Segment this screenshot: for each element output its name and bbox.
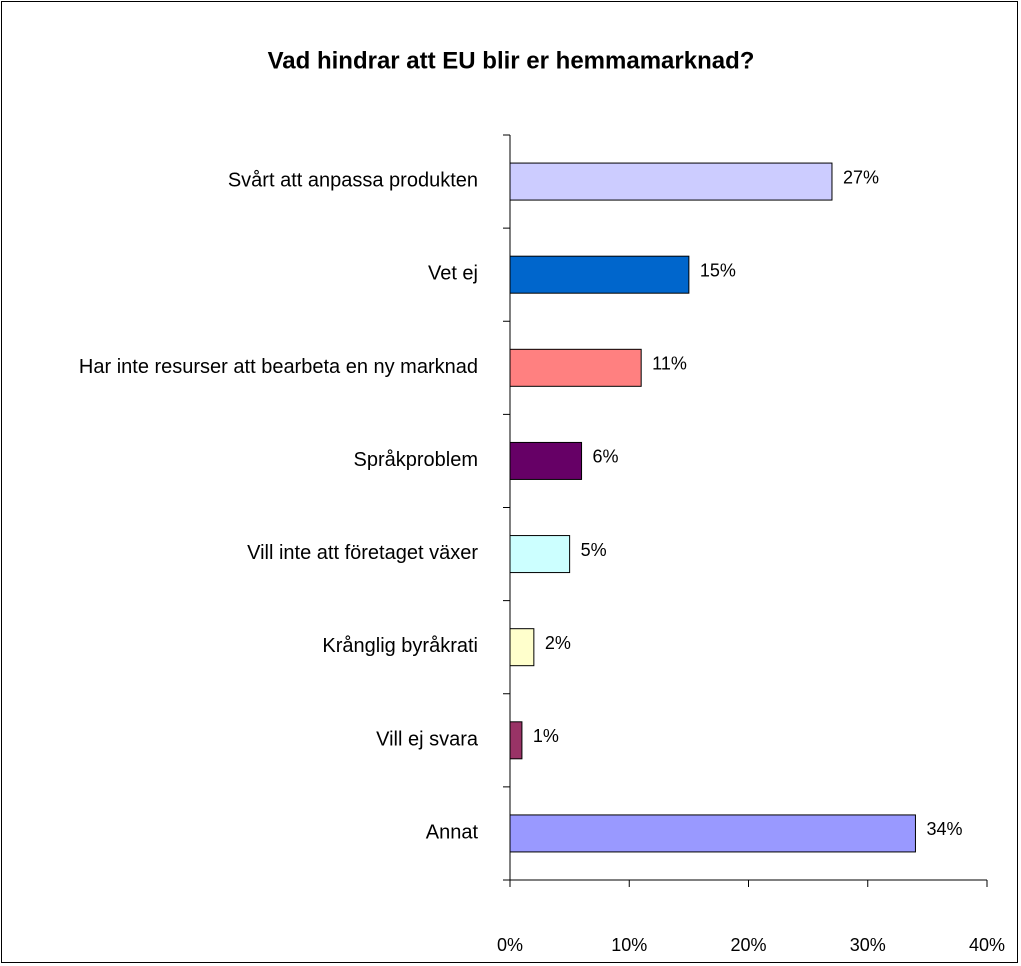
bar xyxy=(509,721,523,760)
data-label: 2% xyxy=(545,633,571,653)
bar xyxy=(509,348,642,387)
data-label: 34% xyxy=(926,819,962,839)
x-tick-label: 30% xyxy=(850,935,886,955)
data-label: 6% xyxy=(593,447,619,467)
bar xyxy=(509,441,583,480)
data-label: 15% xyxy=(700,260,736,280)
bar xyxy=(509,162,833,201)
x-tick-label: 10% xyxy=(611,935,647,955)
y-tick-label: Vill inte att företaget växer xyxy=(247,542,478,564)
y-tick-label: Språkproblem xyxy=(353,449,478,471)
bar xyxy=(509,255,690,294)
bar xyxy=(509,814,916,853)
y-tick-label: Vet ej xyxy=(428,263,478,285)
bar xyxy=(509,535,571,574)
y-tick-label: Annat xyxy=(426,822,479,844)
y-tick-label: Krånglig byråkrati xyxy=(322,635,478,657)
y-tick-label: Vill ej svara xyxy=(376,729,479,751)
bar xyxy=(509,628,535,667)
x-tick-label: 20% xyxy=(730,935,766,955)
y-tick-label: Svårt att anpassa produkten xyxy=(228,170,478,192)
x-tick-label: 0% xyxy=(497,935,523,955)
data-label: 11% xyxy=(652,354,687,374)
data-label: 5% xyxy=(581,540,607,560)
x-tick-label: 40% xyxy=(969,935,1005,955)
chart-title: Vad hindrar att EU blir er hemmamarknad? xyxy=(268,47,755,74)
data-label: 27% xyxy=(843,167,879,187)
data-label: 1% xyxy=(533,726,559,746)
y-tick-label: Har inte resurser att bearbeta en ny mar… xyxy=(79,356,478,378)
